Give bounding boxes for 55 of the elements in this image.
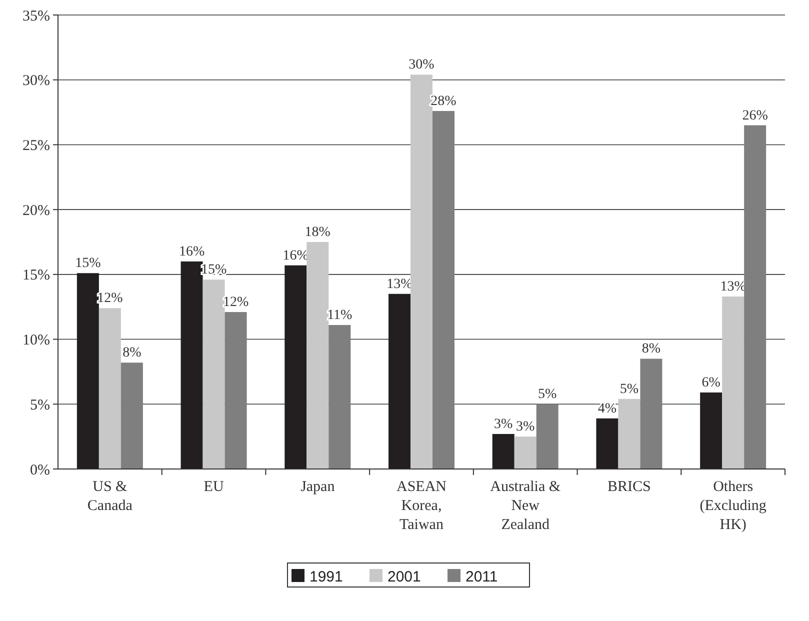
- bar: [224, 312, 247, 469]
- bar: [514, 436, 536, 469]
- data-label: 12%: [222, 295, 249, 310]
- x-tick-label: Others (Excluding HK): [700, 479, 767, 533]
- data-label: 6%: [702, 375, 721, 390]
- bar: [98, 308, 121, 469]
- y-tick-label: 15%: [22, 268, 50, 284]
- y-tick-label: 0%: [30, 462, 50, 478]
- data-label: 4%: [598, 401, 617, 416]
- bar: [700, 392, 722, 469]
- data-label: 3%: [494, 416, 514, 432]
- bar: [536, 404, 558, 469]
- y-tick-label: 5%: [30, 397, 50, 414]
- x-tick-label: BRICS: [608, 479, 651, 495]
- bar: [492, 434, 514, 469]
- bar: [744, 125, 766, 469]
- data-label: 28%: [430, 94, 457, 109]
- data-label: 16%: [178, 244, 205, 260]
- data-label: 26%: [742, 108, 768, 124]
- y-tick-label: 30%: [22, 73, 50, 90]
- data-label: 5%: [620, 382, 639, 397]
- x-tick-label: Australia & New Zealand: [490, 479, 561, 533]
- data-label: 30%: [408, 58, 435, 73]
- x-tick-label: ASEAN Korea, Taiwan: [396, 479, 447, 533]
- bar: [722, 296, 744, 469]
- legend-label: 2011: [466, 568, 498, 586]
- bar: [76, 273, 99, 469]
- bar: [306, 242, 329, 469]
- legend-label: 1991: [310, 568, 343, 586]
- data-label: 8%: [642, 342, 661, 357]
- data-label: 15%: [75, 256, 102, 272]
- y-tick-label: 25%: [22, 138, 50, 154]
- data-label: 18%: [304, 225, 331, 240]
- bar: [328, 325, 351, 469]
- bar: [388, 294, 410, 469]
- bar: [410, 74, 432, 469]
- bar: [432, 110, 454, 469]
- data-label: 3%: [516, 420, 536, 435]
- data-label: 5%: [538, 387, 558, 402]
- bar: [180, 261, 203, 469]
- bar: [596, 418, 618, 469]
- bar: [202, 280, 225, 469]
- y-tick-label: 20%: [22, 202, 50, 219]
- x-tick-label: Japan: [300, 479, 336, 495]
- x-tick-label: EU: [204, 479, 224, 495]
- data-label: 11%: [327, 308, 353, 324]
- bar: [618, 398, 640, 469]
- data-label: 8%: [122, 346, 142, 361]
- y-tick-label: 10%: [22, 332, 50, 349]
- bar: [120, 362, 143, 469]
- bar: [284, 265, 307, 469]
- y-tick-label: 35%: [22, 8, 50, 24]
- bar: [640, 358, 662, 469]
- x-tick-label: US & Canada: [87, 479, 133, 514]
- legend-label: 2001: [388, 568, 421, 586]
